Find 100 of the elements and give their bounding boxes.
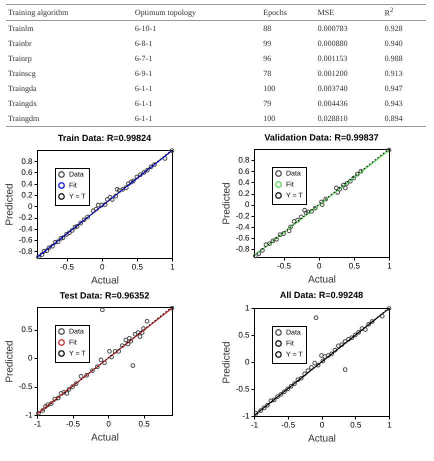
point: [138, 334, 142, 339]
point: [64, 391, 70, 396]
point: [109, 354, 114, 360]
point: [386, 306, 392, 311]
point: [320, 358, 326, 364]
y-tick-label: 0.8: [21, 156, 34, 166]
point: [60, 235, 66, 240]
y-axis-title: Predicted: [4, 340, 16, 383]
point: [46, 246, 52, 250]
point: [120, 187, 126, 192]
y-tick-label: 1: [245, 304, 250, 312]
text: 0.943: [384, 98, 404, 110]
point: [256, 251, 262, 256]
y-tick-label: -1: [242, 412, 250, 420]
point: [128, 180, 134, 184]
point: [144, 318, 150, 324]
x-tick-label: 0: [320, 420, 325, 430]
text: 6-7-1: [134, 53, 154, 65]
point: [265, 402, 270, 408]
point: [56, 396, 61, 400]
point: [58, 236, 64, 241]
y-tick-label: -0.8: [236, 244, 250, 254]
text: Trainscg: [7, 68, 37, 80]
point: [288, 384, 294, 389]
y-axis-title: Predicted: [222, 182, 233, 225]
point: [126, 181, 131, 186]
x-axis-title: Actual: [91, 432, 119, 444]
point: [56, 239, 60, 244]
point: [94, 206, 98, 212]
y-tick-label: 0.4: [238, 178, 250, 187]
point: [281, 231, 286, 236]
y-tick-label: 0.6: [21, 168, 34, 177]
point: [322, 354, 328, 359]
text: 78: [262, 68, 272, 80]
text: 100: [262, 83, 276, 95]
point: [52, 240, 58, 245]
x-tick-label: -1: [250, 420, 259, 430]
point: [138, 172, 143, 178]
chart-title: Train Data: R=0.99824: [58, 132, 152, 143]
x-tick-label: 0.5: [138, 420, 150, 428]
x-tick-label: -0.5: [66, 420, 80, 428]
point: [286, 228, 292, 234]
point: [44, 248, 50, 254]
point: [123, 338, 128, 342]
y-tick-label: -0.5: [236, 384, 250, 394]
text: 0.894: [382, 111, 426, 126]
point: [274, 236, 279, 242]
text: 6-1-1: [134, 83, 154, 95]
text: 0.928: [384, 23, 404, 35]
point: [272, 397, 277, 402]
point: [319, 200, 324, 204]
text: 100: [261, 111, 316, 126]
y-tick-label: -0.2: [236, 211, 250, 220]
point: [74, 381, 78, 386]
point: [302, 372, 307, 376]
text: 0.003740: [316, 83, 349, 95]
point: [170, 148, 174, 153]
point: [342, 367, 348, 372]
x-tick-label: 1: [387, 262, 392, 270]
point: [67, 230, 72, 236]
text: 6-1-1: [132, 111, 262, 126]
point: [48, 401, 54, 406]
point: [98, 358, 104, 362]
point: [108, 194, 112, 200]
x-tick-label: 0: [106, 420, 112, 428]
point: [316, 362, 320, 368]
x-tick-label: 0.5: [350, 420, 362, 430]
point: [329, 352, 334, 356]
point: [355, 172, 360, 176]
text: R$^{2}$: [382, 4, 426, 20]
text: 0.001200: [316, 68, 349, 80]
point: [145, 168, 150, 173]
point: [319, 353, 324, 358]
text: 0.000880: [316, 38, 349, 50]
y-tick-label: 0.6: [238, 166, 250, 176]
point: [292, 381, 297, 386]
y-tick-label: 0: [245, 200, 250, 210]
point: [295, 218, 300, 223]
chart-title: Test Data: R=0.96352: [60, 290, 150, 300]
point: [343, 186, 348, 190]
point: [270, 238, 276, 244]
point: [99, 202, 104, 208]
text: 0.001153: [316, 53, 348, 65]
point: [275, 394, 280, 399]
text: MSE: [316, 4, 383, 20]
point: [285, 386, 290, 392]
point: [348, 178, 353, 184]
x-tick-label: 1: [170, 262, 176, 272]
point: [104, 197, 110, 202]
point: [323, 196, 328, 202]
text: Trainrp: [7, 53, 33, 65]
point: [112, 349, 118, 354]
y-tick-label: 0: [28, 354, 34, 363]
point: [320, 202, 325, 207]
x-tick-label: -0.5: [281, 420, 296, 430]
point: [350, 335, 354, 340]
chart-title: All Data: R=0.99248: [280, 290, 364, 300]
point: [278, 392, 284, 397]
y-tick-label: -0.6: [236, 234, 250, 243]
point: [358, 168, 364, 174]
